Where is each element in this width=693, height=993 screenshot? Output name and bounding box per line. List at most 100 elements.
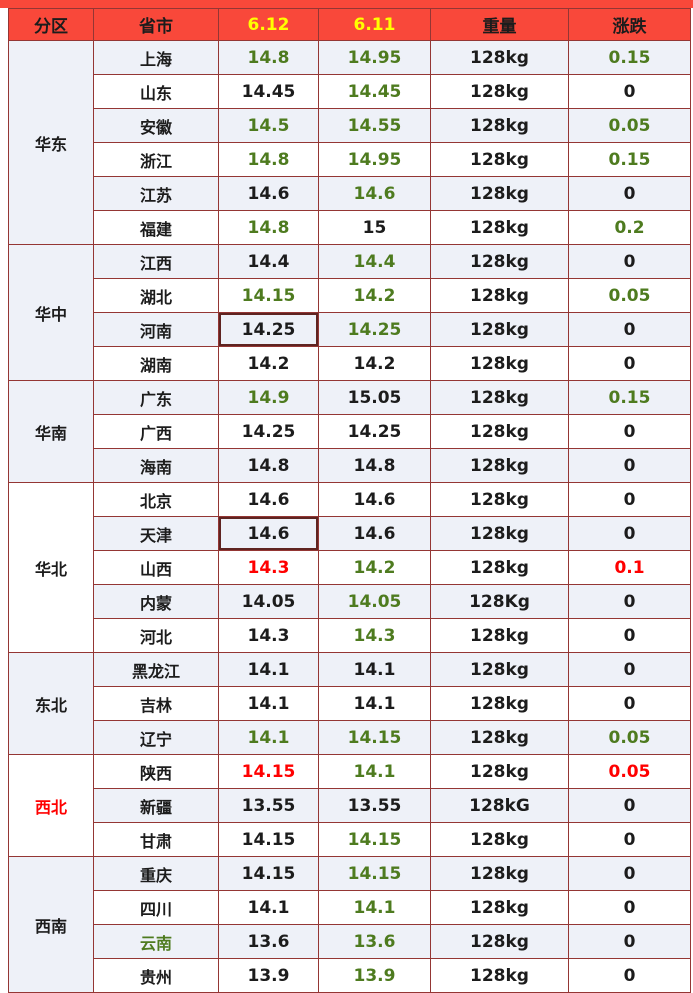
change-cell: 0 <box>568 686 691 721</box>
price-611-cell: 14.55 <box>318 108 431 143</box>
region-cell: 华南 <box>8 380 94 483</box>
price-611-cell: 14.1 <box>318 890 431 925</box>
change-cell: 0 <box>568 74 691 109</box>
change-cell: 0 <box>568 448 691 483</box>
change-cell: 0 <box>568 618 691 653</box>
change-cell: 0 <box>568 890 691 925</box>
weight-cell: 128kg <box>430 720 569 755</box>
province-cell: 黑龙江 <box>93 652 219 687</box>
province-cell: 陕西 <box>93 754 219 789</box>
province-cell: 甘肃 <box>93 822 219 857</box>
price-612-cell: 13.55 <box>218 788 319 823</box>
change-cell: 0 <box>568 312 691 347</box>
price-611-cell: 14.3 <box>318 618 431 653</box>
price-612-cell: 14.25 <box>218 312 319 347</box>
province-cell: 北京 <box>93 482 219 517</box>
price-611-cell: 14.8 <box>318 448 431 483</box>
price-611-cell: 15.05 <box>318 380 431 415</box>
price-612-cell: 14.9 <box>218 380 319 415</box>
province-cell: 浙江 <box>93 142 219 177</box>
weight-cell: 128kg <box>430 414 569 449</box>
province-cell: 辽宁 <box>93 720 219 755</box>
table-row: 西南 重庆 14.15 14.15 128kg 0 <box>8 856 691 993</box>
table-row: 华北 北京 14.6 14.6 128kg 0 <box>8 482 691 653</box>
price-612-cell: 14.3 <box>218 550 319 585</box>
price-611-cell: 13.55 <box>318 788 431 823</box>
table-row: 海南 14.8 14.8 128kg 0 <box>9 448 691 483</box>
price-612-cell: 14.05 <box>218 584 319 619</box>
price-612-cell: 14.6 <box>218 516 319 551</box>
weight-cell: 128kg <box>430 516 569 551</box>
table-row: 华东 上海 14.8 14.95 128kg 0.15 <box>8 40 691 245</box>
table-row: 甘肃 14.15 14.15 128kg 0 <box>9 822 691 857</box>
region-cell: 西南 <box>8 856 94 993</box>
table-row: 安徽 14.5 14.55 128kg 0.05 <box>9 108 691 143</box>
change-cell: 0.15 <box>568 142 691 177</box>
column-header-date-612: 6.12 <box>218 8 319 41</box>
table-row: 西北 陕西 14.15 14.1 128kg 0.05 <box>8 754 691 857</box>
weight-cell: 128kg <box>430 618 569 653</box>
weight-cell: 128kg <box>430 312 569 347</box>
price-612-cell: 14.25 <box>218 414 319 449</box>
province-cell: 广东 <box>93 380 219 415</box>
price-612-cell: 14.8 <box>218 40 319 75</box>
price-612-cell: 14.1 <box>218 720 319 755</box>
price-611-cell: 14.2 <box>318 278 431 313</box>
change-cell: 0.05 <box>568 720 691 755</box>
weight-cell: 128kg <box>430 482 569 517</box>
weight-cell: 128kg <box>430 346 569 381</box>
province-cell: 重庆 <box>93 856 219 891</box>
province-cell: 内蒙 <box>93 584 219 619</box>
price-612-cell: 14.45 <box>218 74 319 109</box>
price-611-cell: 14.1 <box>318 686 431 721</box>
weight-cell: 128kg <box>430 108 569 143</box>
table-row: 天津 14.6 14.6 128kg 0 <box>9 516 691 551</box>
change-cell: 0.15 <box>568 380 691 415</box>
price-612-cell: 14.15 <box>218 856 319 891</box>
change-cell: 0.15 <box>568 40 691 75</box>
table-row: 江苏 14.6 14.6 128kg 0 <box>9 176 691 211</box>
province-cell: 山西 <box>93 550 219 585</box>
weight-cell: 128Kg <box>430 584 569 619</box>
weight-cell: 128kg <box>430 278 569 313</box>
weight-cell: 128kg <box>430 754 569 789</box>
price-612-cell: 14.8 <box>218 210 319 245</box>
price-611-cell: 14.15 <box>318 720 431 755</box>
table-row: 吉林 14.1 14.1 128kg 0 <box>9 686 691 721</box>
price-612-cell: 13.6 <box>218 924 319 959</box>
table-row: 河北 14.3 14.3 128kg 0 <box>9 618 691 653</box>
change-cell: 0 <box>568 516 691 551</box>
price-611-cell: 14.6 <box>318 482 431 517</box>
change-cell: 0.1 <box>568 550 691 585</box>
price-612-cell: 14.2 <box>218 346 319 381</box>
price-611-cell: 13.6 <box>318 924 431 959</box>
table-row: 内蒙 14.05 14.05 128Kg 0 <box>9 584 691 619</box>
column-header-change: 涨跌 <box>568 8 691 41</box>
price-611-cell: 14.1 <box>318 754 431 789</box>
province-cell: 海南 <box>93 448 219 483</box>
change-cell: 0 <box>568 346 691 381</box>
change-cell: 0 <box>568 924 691 959</box>
weight-cell: 128kg <box>430 74 569 109</box>
province-cell: 天津 <box>93 516 219 551</box>
table-row: 山东 14.45 14.45 128kg 0 <box>9 74 691 109</box>
province-cell: 江西 <box>93 244 219 279</box>
change-cell: 0.05 <box>568 278 691 313</box>
table-row: 广西 14.25 14.25 128kg 0 <box>9 414 691 449</box>
province-cell: 云南 <box>93 924 219 959</box>
change-cell: 0.05 <box>568 108 691 143</box>
price-612-cell: 14.6 <box>218 482 319 517</box>
price-611-cell: 14.4 <box>318 244 431 279</box>
change-cell: 0.2 <box>568 210 691 245</box>
change-cell: 0 <box>568 482 691 517</box>
province-cell: 湖南 <box>93 346 219 381</box>
province-cell: 福建 <box>93 210 219 245</box>
price-611-cell: 14.45 <box>318 74 431 109</box>
weight-cell: 128kg <box>430 244 569 279</box>
weight-cell: 128kg <box>430 856 569 891</box>
price-611-cell: 14.95 <box>318 40 431 75</box>
province-cell: 广西 <box>93 414 219 449</box>
price-612-cell: 14.8 <box>218 448 319 483</box>
province-cell: 山东 <box>93 74 219 109</box>
province-cell: 上海 <box>93 40 219 75</box>
